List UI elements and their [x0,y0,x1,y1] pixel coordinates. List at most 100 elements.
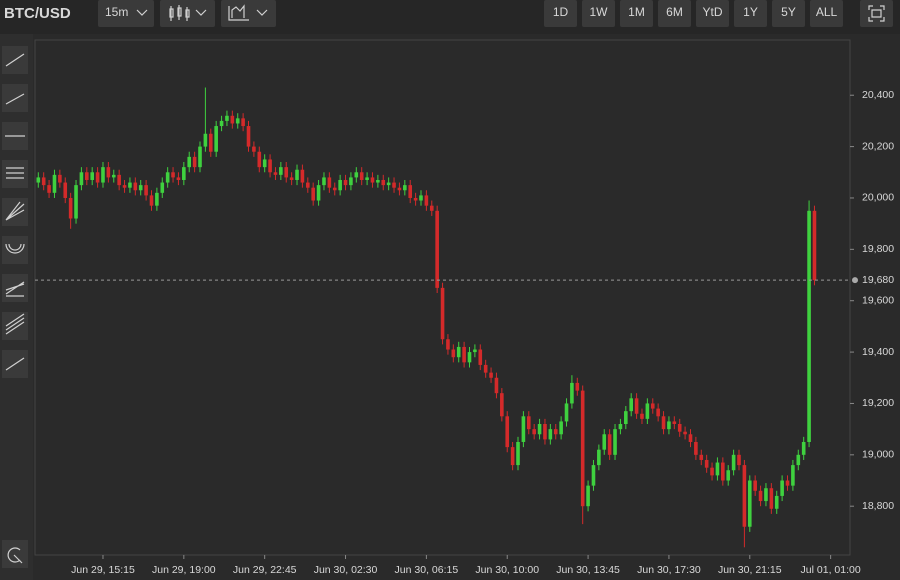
fullscreen-icon [868,5,885,22]
range-button[interactable]: 1W [582,0,615,27]
candle-body [41,177,46,186]
range-label[interactable]: 1D [553,5,569,19]
candle-body [645,403,650,419]
chevron [256,9,268,16]
candle-body [516,441,520,466]
range-label[interactable]: 6M [666,5,683,19]
candle-body [203,133,208,147]
candle-body [510,447,515,466]
candle-body [128,182,132,188]
candle-body [699,454,704,460]
candle-body [176,177,181,180]
y-tick-label: 19,400 [862,346,894,358]
candle-body [602,434,607,450]
candle-body [537,424,542,435]
candle-body [149,195,154,206]
candle-body [58,174,62,183]
range-label[interactable]: 1M [628,5,645,19]
candle-body [785,480,790,486]
candle-body [543,424,547,440]
y-tick-label: 20,200 [862,140,894,152]
candle-body [85,172,89,180]
candle-body [607,434,612,455]
tool[interactable] [2,160,28,188]
candle-body [435,210,439,288]
candle-body [74,185,78,219]
candle-body [198,146,202,168]
candle-body [117,174,121,186]
range-label[interactable]: 1Y [743,5,758,19]
button-bg [772,0,805,27]
candle-body [456,346,461,358]
candle-body [95,172,100,183]
button-bg [810,0,843,27]
candle-body [473,349,477,353]
tool[interactable] [2,84,28,112]
button-bg [98,0,154,27]
y-tick-label: 18,800 [862,500,894,512]
candle-body [764,488,768,502]
candle-body [742,465,747,527]
range-button[interactable]: 1M [620,0,653,27]
button-bg [544,0,577,27]
fullscreen-button[interactable] [860,0,893,27]
interval-button[interactable]: 15m [98,0,154,27]
candle-body [694,441,698,455]
range-button[interactable]: YtD [696,0,729,27]
candle-body [165,172,170,183]
candle-body [354,172,359,178]
candle-body [133,182,138,191]
range-label[interactable]: 5Y [781,5,796,19]
candle-body [532,429,536,435]
range-label[interactable]: 1W [590,5,609,19]
interval[interactable]: 15m [105,5,128,19]
candle-body [219,120,224,127]
candle-icon [169,5,190,21]
candle-body [316,185,321,201]
candle-body [597,449,601,466]
range-button[interactable]: 1Y [734,0,767,27]
candle-body [413,197,418,201]
candle-body [521,416,526,442]
range-label[interactable]: ALL [816,5,838,19]
range-button[interactable]: 1D [544,0,577,27]
candle-body [769,488,774,509]
candle-body [780,480,784,496]
candle-body [160,182,165,193]
candle-body [721,462,725,481]
candle-body [322,177,326,186]
indicator-button[interactable] [221,0,276,27]
y-tick-label: 19,000 [862,449,894,461]
candle-body [424,195,429,206]
tool-icon [6,167,24,179]
candle-body [419,195,423,201]
x-tick-label: Jun 29, 15:15 [71,564,135,576]
tool[interactable] [2,540,28,568]
candle-body [650,403,655,409]
candle-body [386,182,391,186]
candle-body [155,192,159,206]
candle-body [332,187,337,191]
range-button[interactable]: ALL [810,0,843,27]
chart-style-button[interactable] [160,0,215,27]
tool[interactable] [2,312,28,340]
candle-body [753,480,757,491]
range-button[interactable]: 5Y [772,0,805,27]
candle-body [397,187,402,191]
candle-body [591,465,596,486]
candle-body [677,424,682,432]
candle-body [618,424,623,430]
candle-body [494,377,499,394]
candle-body [661,416,666,430]
x-tick-label: Jun 29, 22:45 [233,564,297,576]
candle-body [801,441,806,455]
candle-body [171,172,175,178]
chevron [136,9,148,16]
range-button[interactable]: 6M [658,0,691,27]
candle-body [446,339,450,350]
range-label[interactable]: YtD [702,5,722,19]
candle-body [667,421,671,430]
candle-body [791,465,795,486]
x-tick-label: Jun 30, 06:15 [395,564,459,576]
candle-body [311,187,315,201]
